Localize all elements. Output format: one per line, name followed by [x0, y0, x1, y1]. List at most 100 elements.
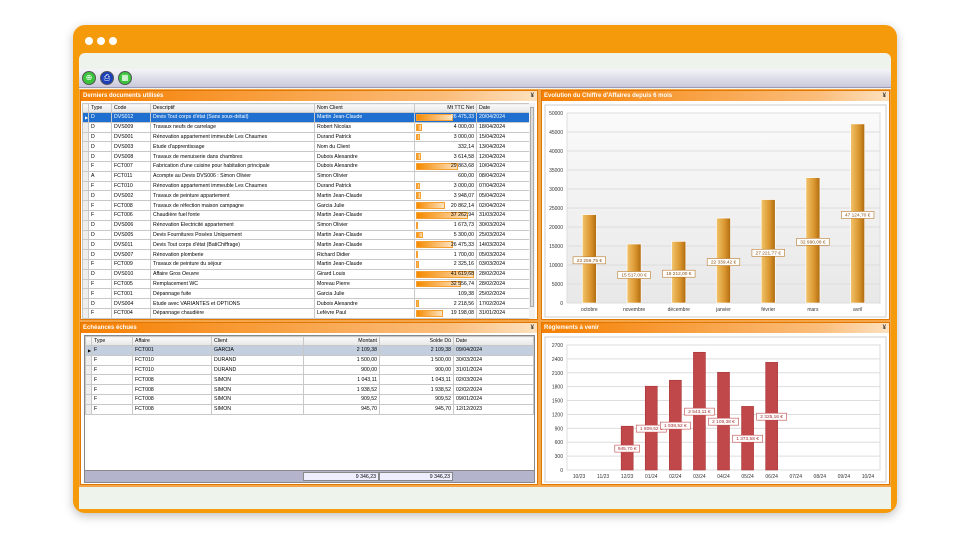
table-row[interactable]: D DVS007 Rénovation plomberie Richard Didie… [82, 249, 531, 260]
column-header-code[interactable]: Code [111, 103, 151, 113]
table-row[interactable]: F FCT005 Remplacement WC Moreau Pierre 32 55… [82, 278, 531, 290]
table-row[interactable]: ▶ F FCT001 GARCIA 2 109,38 2 109,38 09/04/2024 [85, 345, 534, 356]
collapse-icon[interactable]: ¥ [530, 325, 534, 331]
table-row[interactable]: F FCT008 Travaux de réfection maison campa… [82, 200, 531, 211]
table-row[interactable]: A FCT011 Acompte au Devis DVS006 : Simon O… [82, 170, 531, 182]
table-row[interactable]: F FCT010 DURAND 900,00 900,00 31/01/2024 [85, 364, 534, 376]
table-row[interactable]: F FCT008 SIMON 1 043,11 1 043,11 02/03/2024 [85, 374, 534, 386]
column-header-type[interactable]: Type [88, 103, 112, 113]
x-tick-label: 08/24 [814, 474, 827, 480]
cell-code: DVS012 [111, 112, 151, 123]
cell-mt-ttc-net: 26 475,33 [414, 112, 477, 123]
cell-descriptif: Remplacement WC [150, 278, 315, 290]
collapse-icon[interactable]: ¥ [882, 325, 886, 331]
table-row[interactable]: F FCT008 SIMON 1 938,52 1 938,52 02/02/2024 [85, 384, 534, 395]
y-tick-label: 20000 [549, 225, 563, 231]
cell-code: DVS007 [111, 249, 151, 260]
cell-solde-d-: 945,70 [379, 403, 454, 415]
cell-nom-client: Girard Louis [314, 268, 415, 280]
network-icon[interactable]: ⊕ [82, 71, 96, 85]
column-header-solde-d-[interactable]: Solde Dû [379, 336, 454, 346]
scrollbar-thumb[interactable] [530, 107, 534, 307]
collapse-icon[interactable]: ¥ [882, 93, 886, 99]
y-tick-label: 30000 [549, 187, 563, 193]
data-label: 16 212,00 € [666, 271, 692, 277]
cell-date: 30/03/2024 [453, 354, 534, 366]
data-label: 23 259,75 € [577, 258, 603, 264]
data-label: 27 221,77 € [756, 250, 782, 256]
scrollbar[interactable] [529, 103, 535, 319]
cell-date: 20/04/2024 [476, 112, 531, 123]
column-header-date[interactable]: Date [476, 103, 531, 113]
table-row[interactable]: ▶ D DVS012 Devis Tout corps d'état (Sans so… [82, 112, 531, 123]
revenue-chart: 0 5000 10000 15000 20000 25000 30000 35000 40000… [544, 104, 887, 318]
print-icon[interactable]: ⎙ [100, 71, 114, 85]
cell-mt-ttc-net: 3 000,00 [414, 180, 477, 192]
calculator-icon[interactable]: ▦ [118, 71, 132, 85]
collapse-icon[interactable]: ¥ [530, 93, 534, 99]
cell-descriptif: Chaudière fuel fonte [150, 209, 315, 221]
table-row[interactable]: D DVS001 Rénovation appartement immeuble L… [82, 131, 531, 143]
cell-value: 26 475,33 [450, 114, 474, 121]
cell-type: D [88, 249, 112, 260]
table-row[interactable]: F FCT007 Fabrication d'une cuisine pour ha… [82, 160, 531, 172]
cell-code: FCT009 [111, 258, 151, 270]
cell-type: F [88, 258, 112, 270]
table-row[interactable]: F FCT001 Dépannage fuite Garcia Julie 109,38… [82, 288, 531, 300]
column-header-nom-client[interactable]: Nom Client [314, 103, 415, 113]
cell-type: F [88, 278, 112, 290]
column-header-descriptif[interactable]: Descriptif [150, 103, 315, 113]
cell-mt-ttc-net: 19 198,08 [414, 307, 477, 319]
cell-code: FCT004 [111, 307, 151, 319]
cell-nom-client: Dubois Alexandre [314, 151, 415, 162]
cell-mt-ttc-net: 1 673,73 [414, 219, 477, 231]
cell-value: 3 948,07 [453, 192, 474, 199]
table-row[interactable]: F FCT006 Chaudière fuel fonte Martin Jean-C… [82, 209, 531, 221]
cell-descriptif: Acompte au Devis DVS006 : Simon Olivier [150, 170, 315, 182]
table-row[interactable]: F FCT009 Travaux de peinture du séjour Mart… [82, 258, 531, 270]
table-row[interactable]: D DVS008 Travaux de menuiserie dans chambr… [82, 151, 531, 162]
table-row[interactable]: D DVS003 Etude d'apprentissage Nom du Clien… [82, 141, 531, 153]
data-label-box [706, 258, 741, 266]
cell-date: 02/03/2024 [453, 374, 534, 386]
table-row[interactable]: D DVS005 Devis Fournitures Posées Uniqueme… [82, 229, 531, 241]
revenue-chart-panel: Evolution du Chiffre d'Affaires depuis 6… [541, 90, 890, 320]
column-header-client[interactable]: Client [211, 336, 304, 346]
table-row[interactable]: F FCT010 DURAND 1 500,00 1 500,00 30/03/2024 [85, 354, 534, 366]
cell-nom-client: Lefèvre Paul [314, 307, 415, 319]
column-header-mt-ttc-net[interactable]: Mt TTC Net [414, 103, 477, 113]
table-row[interactable]: D DVS011 Devis Tout corps d'état (BatiChif… [82, 239, 531, 251]
recent-documents-panel: Derniers documents utilisés ¥ Type Code Des… [80, 90, 538, 320]
table-row[interactable]: F FCT010 Rénovation appartement immeuble L… [82, 180, 531, 192]
panel-header: Règlements à venir ¥ [542, 323, 889, 333]
column-header-affaire[interactable]: Affaire [132, 336, 212, 346]
cell-type: D [88, 131, 112, 143]
value-bar [416, 162, 458, 170]
column-header-date[interactable]: Date [453, 336, 534, 346]
x-tick-label: 07/24 [789, 474, 802, 480]
table-row[interactable]: F FCT004 Dépannage chaudière Lefèvre Paul 19… [82, 307, 531, 319]
table-row[interactable]: D DVS002 Travaux de peinture appartement Ma… [82, 190, 531, 202]
table-row[interactable]: F FCT008 SIMON 909,52 909,52 09/01/2024 [85, 393, 534, 405]
cell-nom-client: Martin Jean-Claude [314, 190, 415, 202]
table-row[interactable]: D DVS004 Etude avec VARIANTES et OPTIONS Du… [82, 298, 531, 309]
column-header-type[interactable]: Type [91, 336, 133, 346]
cell-nom-client: Dubois Alexandre [314, 298, 415, 309]
cell-mt-ttc-net: 1 700,00 [414, 249, 477, 260]
cell-value: 5 300,00 [453, 231, 474, 238]
y-tick-label: 2400 [552, 357, 563, 363]
column-header-montant[interactable]: Montant [303, 336, 380, 346]
table-row[interactable]: D DVS006 Rénovation Electricité appartemen… [82, 219, 531, 231]
cell-value: 332,14 [458, 143, 474, 150]
cell-solde-d-: 900,00 [379, 364, 454, 376]
table-row[interactable]: D DVS009 Travaux neufs de carrelage Robert … [82, 121, 531, 133]
cell-date: 17/02/2024 [476, 298, 531, 309]
cell-date: 05/04/2024 [476, 190, 531, 202]
cell-descriptif: Rénovation appartement immeuble Les Chau… [150, 180, 315, 192]
value-bar [416, 231, 424, 239]
table-row[interactable]: D DVS010 Affaire Gros Oeuvre Girard Louis 41… [82, 268, 531, 280]
cell-mt-ttc-net: 37 262,94 [414, 209, 477, 221]
y-tick-label: 50000 [549, 111, 563, 117]
cell-code: DVS009 [111, 121, 151, 133]
table-row[interactable]: F FCT008 SIMON 945,70 945,70 12/12/2023 [85, 403, 534, 415]
